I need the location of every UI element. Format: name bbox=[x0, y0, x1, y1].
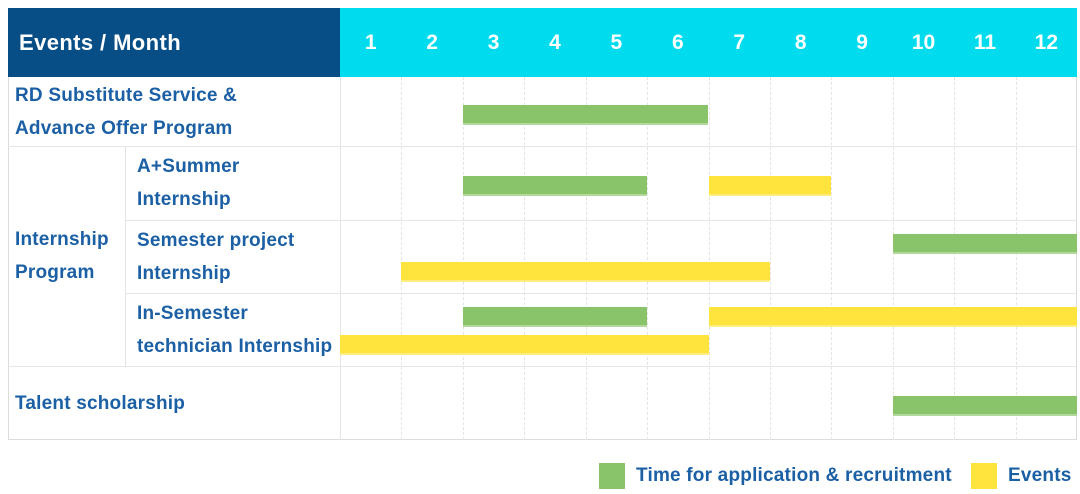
row-label-semester-project-internship: Semester project Internship bbox=[125, 220, 340, 293]
row-divider bbox=[125, 220, 1077, 221]
recruitment-swatch-icon bbox=[599, 463, 625, 489]
recruitment-bar bbox=[892, 396, 1077, 416]
row-label-in-semester-technician-internship: In-Semester technician Internship bbox=[125, 293, 340, 366]
row-label-line: RD Substitute Service & bbox=[15, 84, 238, 106]
label-month-divider bbox=[340, 77, 341, 440]
row-divider bbox=[8, 146, 1077, 147]
month-gridline bbox=[954, 77, 956, 440]
row-label-rd-substitute-service: RD Substitute Service & Advance Offer Pr… bbox=[8, 77, 340, 146]
corner-header: Events / Month bbox=[8, 8, 340, 77]
legend-label: Events bbox=[1008, 465, 1072, 486]
month-gridline bbox=[462, 77, 464, 440]
month-header: 1 2 3 4 5 6 7 8 9 10 11 12 bbox=[340, 8, 1077, 77]
month-header-cell: 5 bbox=[610, 30, 623, 54]
row-label-a-plus-summer-internship: A+Summer Internship bbox=[125, 146, 340, 220]
month-header-cell: 6 bbox=[671, 30, 684, 54]
month-gridline bbox=[647, 77, 649, 440]
group-label-internship-program: Internship Program bbox=[8, 146, 125, 366]
month-header-cell: 2 bbox=[426, 30, 438, 54]
month-gridline bbox=[892, 77, 894, 440]
month-header-cell: 7 bbox=[733, 30, 746, 54]
month-gridline bbox=[585, 77, 587, 440]
recruitment-bar bbox=[462, 104, 709, 125]
event-bar bbox=[340, 335, 709, 355]
group-label-line: Internship bbox=[15, 229, 109, 250]
row-label-line: Semester project bbox=[137, 229, 295, 251]
row-divider bbox=[125, 293, 1077, 294]
row-divider bbox=[8, 366, 1077, 367]
month-gridline bbox=[401, 77, 403, 440]
row-label-line: technician Internship bbox=[137, 335, 333, 357]
recruitment-bar bbox=[892, 234, 1077, 254]
event-bar bbox=[708, 307, 1077, 327]
month-gridline bbox=[769, 77, 771, 440]
month-gridline bbox=[524, 77, 526, 440]
recruitment-bar bbox=[462, 307, 648, 327]
corner-header-label: Events / Month bbox=[19, 29, 182, 55]
sub-column-divider bbox=[125, 146, 126, 366]
month-header-cell: 1 bbox=[364, 30, 377, 54]
month-gridline bbox=[831, 77, 833, 440]
legend-item-recruitment: Time for application & recruitment bbox=[599, 463, 952, 489]
month-gridline bbox=[708, 77, 710, 440]
legend-label: Time for application & recruitment bbox=[636, 465, 952, 486]
row-label-talent-scholarship: Talent scholarship bbox=[8, 366, 340, 440]
row-label-line: Internship bbox=[137, 189, 231, 210]
month-header-cell: 12 bbox=[1034, 30, 1059, 54]
row-label-line: Talent scholarship bbox=[15, 392, 186, 414]
row-label-line: A+Summer bbox=[137, 156, 240, 177]
event-swatch-icon bbox=[971, 463, 997, 489]
month-header-cell: 4 bbox=[549, 30, 561, 54]
month-header-cell: 8 bbox=[794, 30, 807, 54]
event-bar bbox=[708, 176, 832, 196]
row-label-line: Internship bbox=[137, 262, 231, 284]
month-header-cell: 9 bbox=[856, 30, 868, 54]
month-header-cell: 11 bbox=[973, 30, 997, 54]
legend-item-events: Events bbox=[971, 463, 1072, 489]
table-body-frame bbox=[8, 77, 1077, 440]
month-gridline bbox=[1015, 77, 1017, 440]
month-header-cell: 3 bbox=[487, 30, 500, 54]
group-label-line: Program bbox=[15, 262, 95, 283]
recruitment-bar bbox=[462, 176, 648, 196]
month-header-cell: 10 bbox=[911, 30, 936, 54]
row-label-line: In-Semester bbox=[137, 302, 248, 324]
event-bar bbox=[401, 262, 770, 282]
row-label-line: Advance Offer Program bbox=[15, 117, 233, 139]
